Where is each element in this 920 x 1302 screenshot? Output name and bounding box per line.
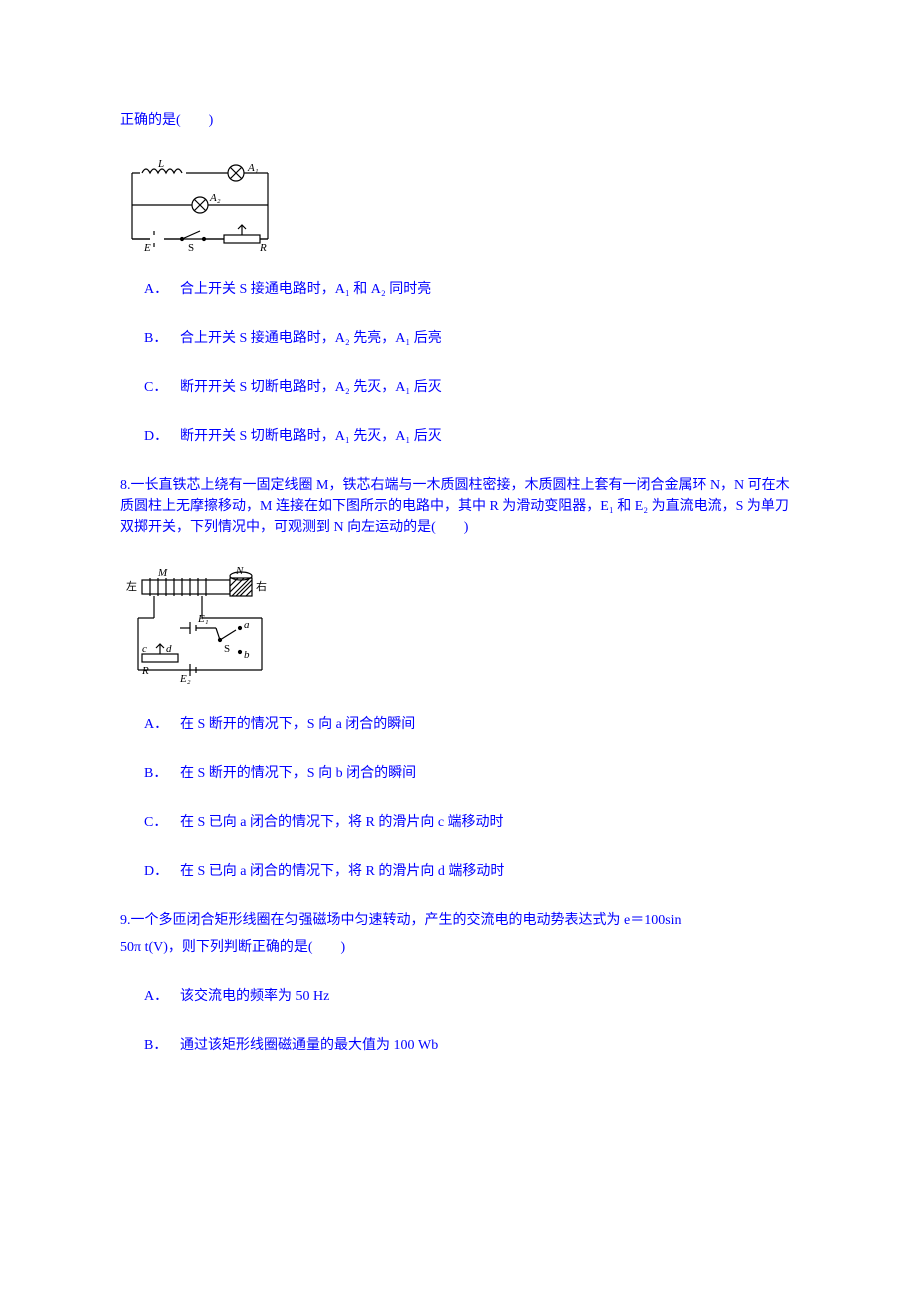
q9-option-A: A．该交流电的频率为 50 Hz — [120, 986, 800, 1007]
q8-fig-label-S: S — [224, 643, 230, 655]
q7-fig-label-A2: A₂ — [209, 192, 221, 204]
q7-stem-tail: 正确的是( ) — [120, 110, 800, 131]
q7-figure: L A₁ A₂ E S R — [120, 159, 800, 251]
q8-option-B: B．在 S 断开的情况下，S 向 b 闭合的瞬间 — [120, 763, 800, 784]
q7-option-D: D．断开开关 S 切断电路时，A₁ 先灭，A₁ 后灭 — [120, 426, 800, 447]
q7-option-B: B．合上开关 S 接通电路时，A₂ 先亮，A₁ 后亮 — [120, 328, 800, 349]
q7-fig-label-A1: A₁ — [247, 162, 259, 174]
q8-figure: M N 左 右 E₁ E₂ S R a b c d — [120, 566, 800, 686]
q7-option-A: A．合上开关 S 接通电路时，A₁ 和 A₂ 同时亮 — [120, 279, 800, 300]
q8-fig-label-M: M — [157, 567, 168, 579]
q9-stem-line1: 9.一个多匝闭合矩形线圈在匀强磁场中匀速转动，产生的交流电的电动势表达式为 e＝… — [120, 910, 800, 931]
q9-stem-line2: 50π t(V)，则下列判断正确的是( ) — [120, 937, 800, 958]
q8-fig-label-N: N — [235, 566, 244, 577]
q7-fig-label-S: S — [188, 242, 194, 251]
q9-option-B: B．通过该矩形线圈磁通量的最大值为 100 Wb — [120, 1035, 800, 1056]
q8-stem: 8.一长直铁芯上绕有一固定线圈 M，铁芯右端与一木质圆柱密接，木质圆柱上套有一闭… — [120, 475, 800, 538]
q7-fig-label-L: L — [157, 159, 164, 170]
q8-fig-label-d: d — [166, 643, 172, 655]
q8-fig-label-a: a — [244, 619, 250, 631]
q8-fig-label-R: R — [141, 665, 149, 677]
q8-option-A: A．在 S 断开的情况下，S 向 a 闭合的瞬间 — [120, 714, 800, 735]
q7-fig-label-R: R — [259, 242, 267, 251]
q8-fig-label-c: c — [142, 643, 147, 655]
q7-option-C: C．断开开关 S 切断电路时，A₂ 先灭，A₁ 后灭 — [120, 377, 800, 398]
q7-fig-label-E: E — [143, 242, 151, 251]
q8-fig-label-right: 右 — [256, 579, 267, 593]
q8-option-D: D．在 S 已向 a 闭合的情况下，将 R 的滑片向 d 端移动时 — [120, 861, 800, 882]
q8-option-C: C．在 S 已向 a 闭合的情况下，将 R 的滑片向 c 端移动时 — [120, 812, 800, 833]
q8-fig-label-E1: E₁ — [197, 613, 209, 625]
q8-fig-label-left: 左 — [126, 580, 137, 593]
q8-fig-label-b: b — [244, 649, 250, 661]
q8-fig-label-E2: E₂ — [179, 673, 191, 685]
